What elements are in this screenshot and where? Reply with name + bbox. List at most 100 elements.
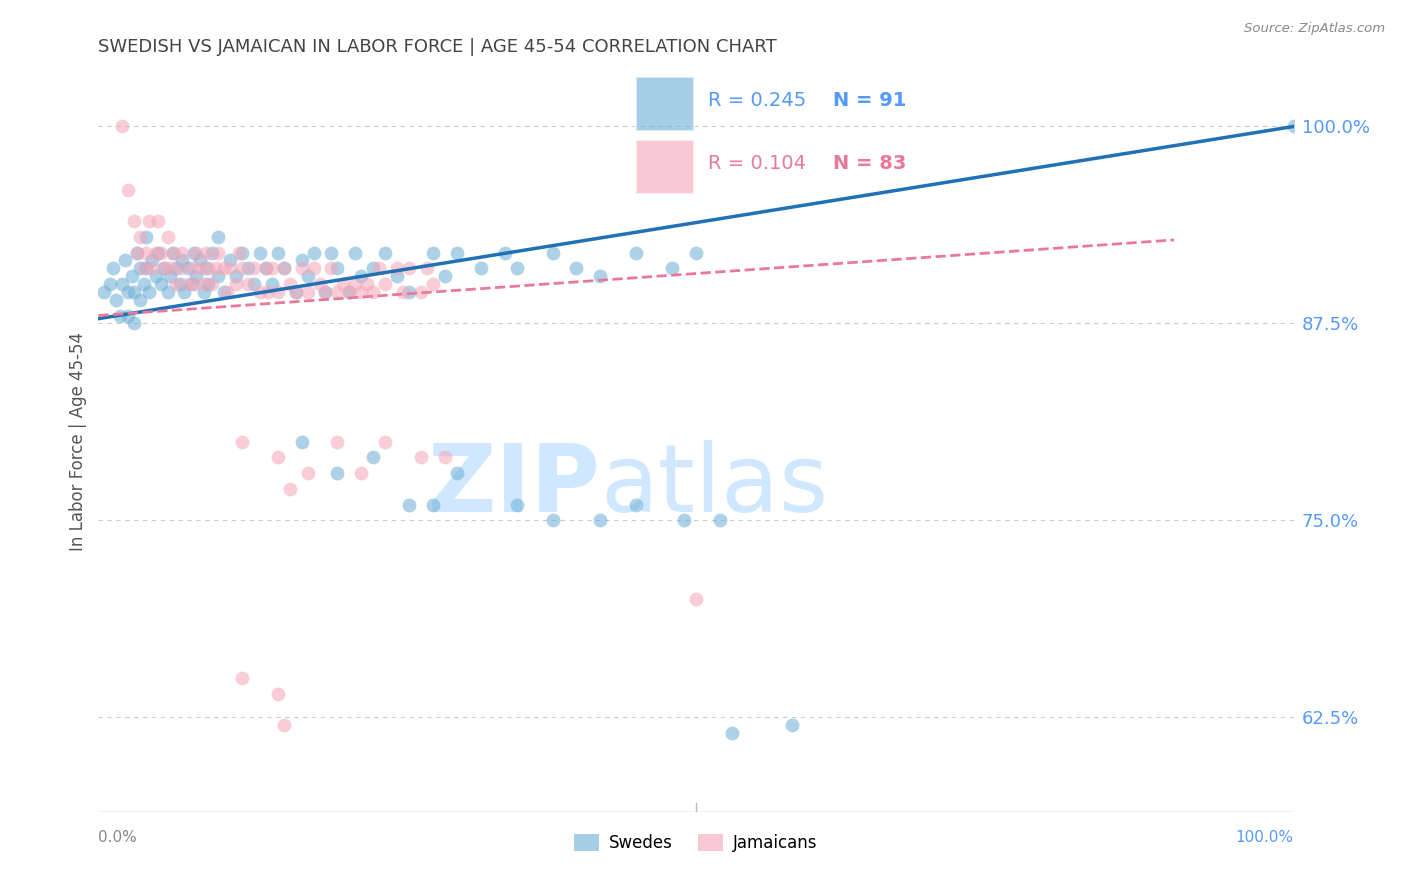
- Point: [284, 285, 307, 299]
- Point: [114, 253, 136, 268]
- Point: [228, 245, 250, 260]
- Point: [98, 277, 122, 291]
- Point: [673, 513, 696, 527]
- Point: [156, 229, 179, 244]
- Point: [416, 261, 439, 276]
- Point: [201, 277, 224, 291]
- Point: [105, 293, 128, 307]
- Point: [138, 285, 160, 299]
- Point: [780, 718, 803, 732]
- Point: [156, 285, 179, 299]
- Point: [356, 277, 378, 291]
- Point: [434, 269, 457, 284]
- Point: [207, 269, 229, 284]
- Point: [291, 434, 314, 449]
- Point: [1282, 120, 1305, 134]
- Point: [506, 498, 529, 512]
- Point: [446, 466, 468, 480]
- Point: [153, 261, 176, 276]
- Point: [204, 261, 226, 276]
- Point: [284, 285, 307, 299]
- Point: [180, 261, 202, 276]
- Text: 0.0%: 0.0%: [98, 830, 138, 846]
- Point: [297, 466, 319, 480]
- Point: [589, 513, 612, 527]
- Text: N = 83: N = 83: [834, 154, 907, 173]
- Point: [117, 309, 139, 323]
- Point: [267, 245, 290, 260]
- Point: [332, 277, 354, 291]
- Text: Source: ZipAtlas.com: Source: ZipAtlas.com: [1244, 22, 1385, 36]
- Point: [249, 285, 271, 299]
- Point: [121, 269, 143, 284]
- Text: atlas: atlas: [600, 440, 828, 532]
- Point: [186, 245, 208, 260]
- Point: [326, 285, 349, 299]
- Point: [374, 277, 396, 291]
- Text: R = 0.245: R = 0.245: [709, 92, 806, 111]
- Point: [129, 229, 152, 244]
- Point: [243, 277, 266, 291]
- Text: SWEDISH VS JAMAICAN IN LABOR FORCE | AGE 45-54 CORRELATION CHART: SWEDISH VS JAMAICAN IN LABOR FORCE | AGE…: [98, 38, 778, 56]
- Point: [231, 671, 253, 685]
- Point: [302, 261, 325, 276]
- Point: [148, 214, 170, 228]
- Point: [344, 245, 367, 260]
- Point: [267, 285, 290, 299]
- Point: [225, 277, 247, 291]
- Point: [254, 261, 277, 276]
- Point: [470, 261, 492, 276]
- Point: [135, 229, 157, 244]
- Point: [291, 253, 314, 268]
- Point: [291, 261, 314, 276]
- Point: [236, 277, 259, 291]
- Point: [721, 726, 744, 740]
- Point: [350, 269, 373, 284]
- Point: [212, 285, 235, 299]
- Point: [197, 261, 219, 276]
- Point: [231, 434, 253, 449]
- Point: [315, 285, 337, 299]
- Point: [434, 450, 457, 465]
- Point: [117, 285, 139, 299]
- Point: [201, 245, 224, 260]
- Point: [297, 285, 319, 299]
- Point: [273, 718, 295, 732]
- Point: [374, 434, 396, 449]
- Point: [125, 245, 148, 260]
- Point: [135, 261, 157, 276]
- Point: [661, 261, 683, 276]
- Point: [541, 513, 564, 527]
- Point: [195, 245, 218, 260]
- Point: [141, 261, 163, 276]
- Point: [411, 450, 433, 465]
- Point: [368, 261, 391, 276]
- Point: [153, 261, 176, 276]
- Point: [236, 261, 259, 276]
- Point: [541, 245, 564, 260]
- Point: [344, 277, 367, 291]
- Point: [422, 277, 444, 291]
- Point: [141, 253, 163, 268]
- Point: [108, 309, 131, 323]
- Point: [243, 261, 266, 276]
- Point: [398, 285, 420, 299]
- Point: [273, 261, 295, 276]
- Point: [132, 261, 155, 276]
- Point: [267, 450, 290, 465]
- Point: [165, 277, 187, 291]
- Point: [565, 261, 588, 276]
- Point: [162, 245, 184, 260]
- Point: [308, 277, 330, 291]
- Point: [219, 261, 242, 276]
- Point: [257, 285, 280, 299]
- Point: [326, 434, 349, 449]
- Point: [267, 687, 290, 701]
- Point: [148, 245, 170, 260]
- Point: [129, 261, 152, 276]
- Point: [124, 214, 146, 228]
- Point: [207, 245, 229, 260]
- FancyBboxPatch shape: [637, 78, 693, 130]
- Point: [197, 277, 219, 291]
- Point: [231, 261, 253, 276]
